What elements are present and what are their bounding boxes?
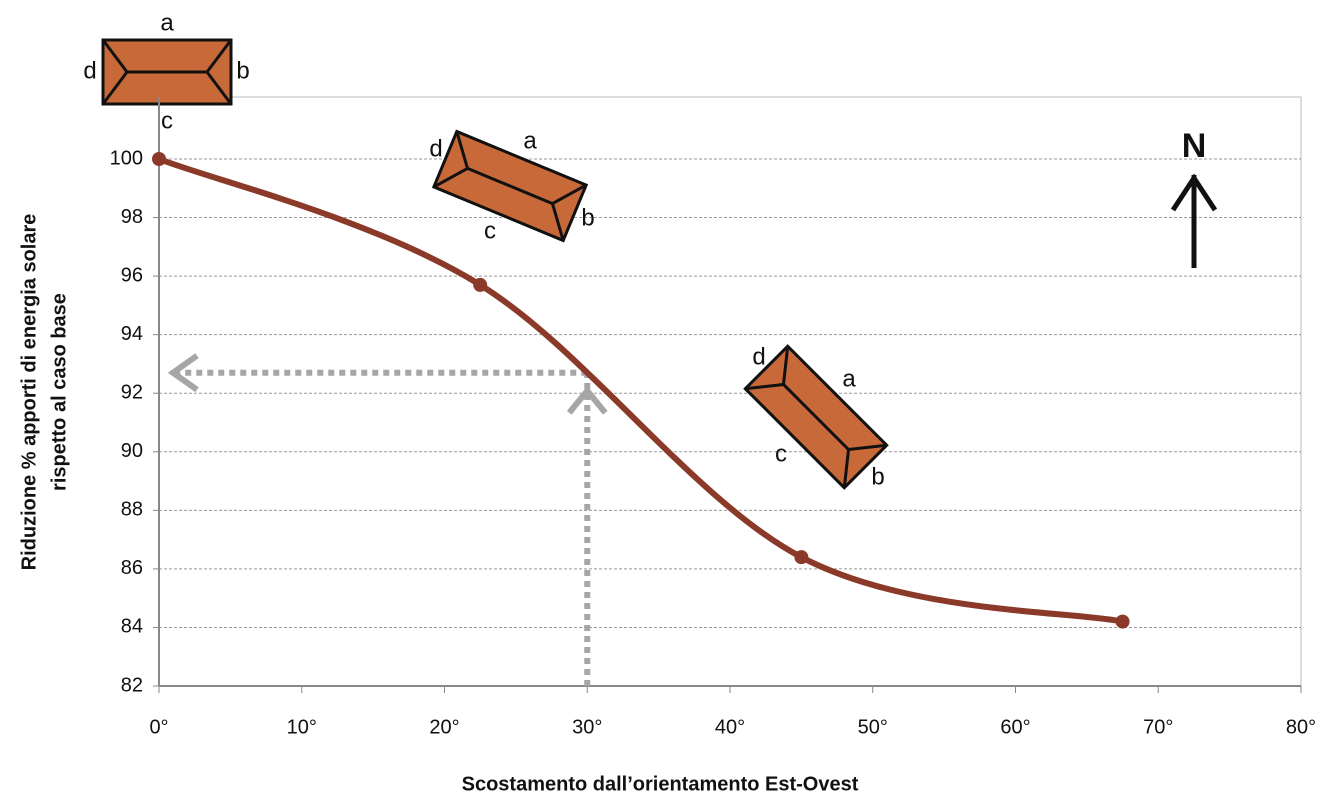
y-tick-label: 92 (121, 382, 143, 404)
data-point (794, 550, 809, 565)
x-tick-label: 40° (715, 716, 745, 738)
y-axis-title-line: Riduzione % apporti di energia solare (18, 214, 40, 571)
x-tick-label: 70° (1143, 716, 1173, 738)
y-tick-label: 100 (110, 147, 143, 169)
y-tick-label: 98 (121, 206, 143, 228)
data-line (157, 156, 1124, 625)
y-axis-title: Riduzione % apporti di energia solare ri… (18, 214, 70, 571)
building-label: d (83, 57, 96, 84)
y-tick-label: 86 (121, 557, 143, 579)
building-label: a (160, 9, 174, 36)
x-tick-label: 30° (572, 716, 602, 738)
x-tick-label: 20° (429, 716, 459, 738)
plot-frame (158, 96, 1302, 687)
x-tick-label: 50° (858, 716, 888, 738)
building-label: d (429, 135, 442, 162)
x-tick-label: 60° (1000, 716, 1030, 738)
y-tick-label: 96 (121, 264, 143, 286)
y-tick-label: 82 (121, 674, 143, 696)
reference-arrowhead (566, 385, 608, 415)
building-label: b (871, 463, 884, 490)
x-tick-label: 80° (1286, 716, 1316, 738)
y-tick-label: 84 (121, 616, 143, 638)
x-axis-title: Scostamento dall’orientamento Est-Ovest (462, 773, 859, 795)
data-point (1115, 614, 1130, 629)
y-tick-label: 90 (121, 440, 143, 462)
north-arrow (1170, 173, 1218, 268)
building-icon (743, 344, 889, 490)
y-tick-label: 94 (121, 323, 143, 345)
data-point (152, 152, 166, 166)
building-label: c (775, 440, 787, 467)
building-label: a (842, 365, 856, 392)
building-label: c (161, 107, 173, 134)
building-label: b (236, 57, 249, 84)
building-label: a (523, 127, 537, 154)
data-point (473, 277, 488, 292)
building-label: c (484, 217, 496, 244)
x-tick-label: 10° (287, 716, 317, 738)
building-label: b (581, 204, 594, 231)
building-icon (431, 129, 589, 243)
building-label: d (752, 343, 765, 370)
y-tick-label: 88 (121, 499, 143, 521)
building-icon (101, 38, 233, 106)
x-tick-label: 0° (149, 716, 168, 738)
reference-arrowhead (167, 353, 199, 393)
north-label: N (1182, 127, 1207, 165)
y-axis-title-line: rispetto al caso base (48, 293, 70, 491)
